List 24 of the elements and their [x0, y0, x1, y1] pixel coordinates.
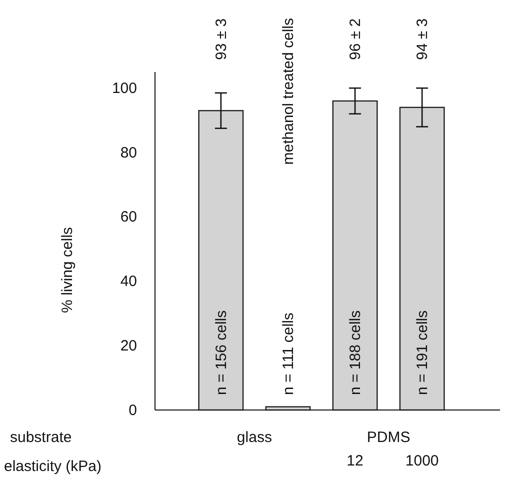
y-tick-label: 0	[128, 402, 137, 419]
y-tick-label: 40	[120, 273, 137, 290]
annotation: methanol treated cells	[280, 18, 297, 165]
text: glass	[236, 429, 272, 446]
annotation: n = 111 cells	[280, 312, 297, 395]
y-tick-label: 20	[120, 337, 137, 354]
bar	[332, 100, 378, 411]
annotation: n = 188 cells	[347, 310, 364, 395]
y-axis-title: % living cells	[59, 227, 76, 313]
data-label: 96 ± 2	[347, 18, 364, 60]
x-tick-label: 12	[346, 452, 364, 470]
text: PDMS	[366, 429, 410, 446]
bar	[198, 110, 244, 411]
annotation: n = 156 cells	[212, 310, 230, 395]
y-tick-label: 60	[120, 208, 137, 226]
x-tick-label: 1000	[405, 452, 439, 470]
data-label: 93 ± 3	[212, 18, 230, 60]
text: elasticity (kPa)	[4, 458, 102, 475]
y-tick-label: 80	[120, 144, 137, 162]
text: substrate	[10, 429, 72, 446]
annotation: n = 191 cells	[414, 310, 432, 395]
y-tick-label: 100	[112, 80, 137, 97]
bar	[399, 106, 445, 411]
data-label: 94 ± 3	[414, 18, 432, 60]
